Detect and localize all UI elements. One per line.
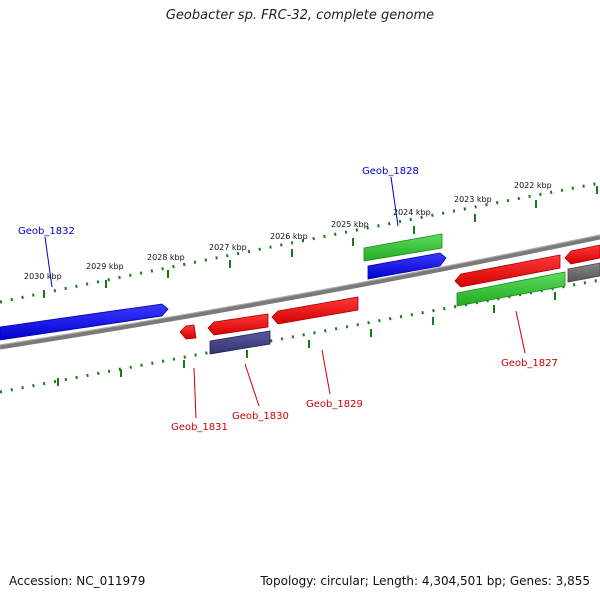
leader-geob-1829 — [321, 349, 331, 395]
scale-label: 2025 kbp — [331, 220, 369, 229]
scale-label: 2028 kbp — [147, 253, 185, 262]
leader-geob-1827 — [515, 310, 526, 354]
genome-backbone — [0, 234, 600, 350]
feature-geob-1830-cds[interactable] — [207, 313, 269, 336]
scale-label: 2030 kbp — [24, 272, 62, 281]
scale-label: 2024 kbp — [393, 208, 431, 217]
scale-label: 2026 kbp — [270, 232, 308, 241]
gene-label-geob-1830[interactable]: Geob_1830 — [232, 411, 289, 422]
gene-label-geob-1827[interactable]: Geob_1827 — [501, 358, 558, 369]
accession-text: Accession: NC_011979 — [9, 574, 146, 588]
feature-geob-1832[interactable] — [0, 303, 169, 341]
feature-geob-1828-rna[interactable] — [363, 233, 443, 262]
leader-geob-1830 — [244, 363, 260, 407]
gene-label-geob-1828[interactable]: Geob_1828 — [362, 166, 419, 177]
scale-label: 2022 kbp — [514, 181, 552, 190]
feature-right-red[interactable] — [564, 244, 600, 265]
feature-geob-1829[interactable] — [271, 296, 359, 325]
genome-summary-text: Topology: circular; Length: 4,304,501 bp… — [260, 574, 590, 588]
leader-geob-1828 — [390, 176, 399, 227]
feature-geob-1827-rna[interactable] — [456, 271, 566, 307]
scale-label: 2023 kbp — [454, 195, 492, 204]
outer-major-ticks — [43, 186, 598, 298]
feature-geob-1827-cds[interactable] — [454, 254, 561, 288]
feature-right-gray[interactable] — [567, 262, 600, 283]
feature-geob-1831[interactable] — [179, 324, 197, 340]
inner-major-ticks — [57, 292, 556, 386]
leader-geob-1832 — [44, 236, 53, 288]
feature-geob-1830-other[interactable] — [209, 330, 271, 355]
feature-geob-1828-cds[interactable] — [367, 252, 447, 280]
scale-label: 2029 kbp — [86, 262, 124, 271]
gene-label-geob-1831[interactable]: Geob_1831 — [171, 422, 228, 433]
scale-label: 2027 kbp — [209, 243, 247, 252]
genome-backbone-highlight — [0, 234, 600, 346]
gene-label-geob-1829[interactable]: Geob_1829 — [306, 399, 363, 410]
genome-title: Geobacter sp. FRC-32, complete genome — [165, 8, 435, 23]
leader-geob-1831 — [193, 367, 197, 419]
gene-label-geob-1832[interactable]: Geob_1832 — [18, 226, 75, 237]
scale-labels: 2030 kbp 2029 kbp 2028 kbp 2027 kbp 2026… — [24, 181, 552, 281]
label-leaders — [44, 176, 526, 419]
